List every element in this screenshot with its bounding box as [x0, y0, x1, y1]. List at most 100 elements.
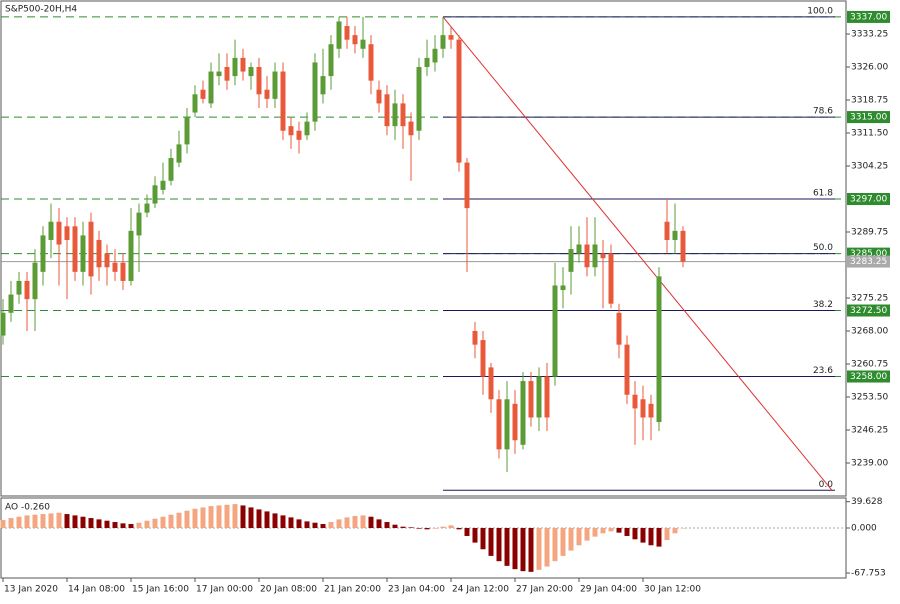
- y-tick-label: 3275.25: [851, 293, 888, 303]
- candle-body: [552, 285, 558, 377]
- candle-body: [176, 144, 182, 163]
- candle-body: [312, 62, 318, 122]
- ao-bar: [640, 528, 646, 543]
- ao-bar: [384, 522, 390, 529]
- candle-body: [512, 403, 518, 441]
- candle-body: [568, 249, 574, 272]
- ao-bar: [184, 510, 190, 529]
- y-tick-label: 3253.50: [851, 392, 888, 402]
- ao-tick-label: -67.753: [851, 568, 886, 578]
- ao-bar: [600, 528, 606, 534]
- ao-bar: [336, 519, 342, 529]
- candle-body: [480, 340, 486, 377]
- y-tick-label: 3260.75: [851, 359, 888, 369]
- candle-body: [360, 39, 366, 49]
- candle-body: [40, 235, 46, 272]
- candle-body: [336, 21, 342, 49]
- x-tick-label: 23 Jan 04:00: [388, 585, 445, 595]
- ao-bar: [504, 528, 510, 566]
- ao-bar: [24, 515, 30, 529]
- ao-bar: [40, 514, 46, 529]
- candle-body: [584, 244, 590, 268]
- ao-bar: [472, 528, 478, 543]
- ao-bar: [400, 526, 406, 529]
- candle-body: [152, 185, 158, 204]
- candle-body: [408, 121, 414, 136]
- ao-bar: [8, 518, 14, 529]
- ao-bar: [208, 506, 214, 529]
- last-price-label: 3283.25: [850, 257, 887, 267]
- candle-body: [96, 239, 102, 268]
- fib-label: 61.8: [813, 188, 833, 198]
- ao-bar: [192, 508, 198, 529]
- chart-title: S&P500-20H,H4: [5, 5, 77, 15]
- x-tick-label: 30 Jan 12:00: [644, 585, 701, 595]
- ao-bar: [392, 524, 398, 529]
- ao-bar: [680, 528, 686, 529]
- ao-bar: [272, 513, 278, 529]
- candle-body: [640, 399, 646, 418]
- ao-bar: [32, 514, 38, 529]
- ao-bar: [488, 528, 494, 556]
- candle-body: [440, 35, 446, 49]
- ao-bar: [544, 528, 550, 567]
- candle-body: [400, 103, 406, 127]
- candle-body: [272, 71, 278, 99]
- candle-body: [192, 94, 198, 113]
- x-tick-label: 14 Jan 08:00: [68, 585, 125, 595]
- candle-body: [496, 399, 502, 450]
- ao-bar: [584, 528, 590, 541]
- candle-body: [240, 57, 246, 72]
- ao-bar: [432, 528, 438, 529]
- ao-bar: [112, 522, 118, 529]
- y-tick-label: 3326.00: [851, 62, 888, 72]
- y-tick-label: 3311.50: [851, 128, 888, 138]
- candle-body: [232, 57, 238, 77]
- candle-body: [248, 66, 254, 77]
- ao-bar: [200, 507, 206, 529]
- candle-body: [352, 35, 358, 45]
- candle-body: [424, 57, 430, 67]
- ao-bar: [344, 517, 350, 529]
- ao-bar: [0, 520, 6, 529]
- candle-body: [136, 212, 142, 236]
- ao-bar: [608, 528, 614, 532]
- candle-body: [520, 381, 526, 445]
- ao-bar: [288, 517, 294, 529]
- fib-label: 50.0: [813, 243, 833, 253]
- ao-bar: [168, 514, 174, 529]
- candle-body: [144, 203, 150, 213]
- ao-bar: [416, 528, 422, 529]
- candle-body: [672, 230, 678, 240]
- level-label: 3337.00: [850, 12, 887, 22]
- ao-bar: [320, 524, 326, 529]
- candle-body: [56, 221, 62, 245]
- candle-body: [632, 394, 638, 409]
- level-label-box: [847, 192, 890, 205]
- candle-body: [112, 262, 118, 272]
- ao-bar: [536, 528, 542, 570]
- fib-label: 78.6: [813, 107, 833, 117]
- ao-bar: [296, 519, 302, 529]
- ao-bar: [672, 528, 678, 534]
- ao-tick-label: 39.628: [851, 497, 883, 507]
- candle-body: [600, 253, 606, 259]
- ao-bar: [480, 528, 486, 550]
- candle-body: [280, 71, 286, 131]
- ao-bar: [368, 516, 374, 529]
- last-price-box: [847, 255, 890, 268]
- ao-bar: [496, 528, 502, 562]
- candle-body: [456, 39, 462, 163]
- candle-body: [168, 158, 174, 181]
- fib-label: 0.0: [819, 480, 834, 490]
- candle-body: [304, 121, 310, 136]
- ao-bar: [176, 512, 182, 529]
- ao-bar: [240, 505, 246, 529]
- ao-bar: [440, 526, 446, 529]
- ao-bar: [80, 516, 86, 529]
- candle-body: [528, 381, 534, 418]
- ao-bar: [104, 520, 110, 529]
- ao-bar: [160, 516, 166, 529]
- x-tick-label: 15 Jan 16:00: [132, 585, 189, 595]
- x-tick-label: 27 Jan 20:00: [516, 585, 573, 595]
